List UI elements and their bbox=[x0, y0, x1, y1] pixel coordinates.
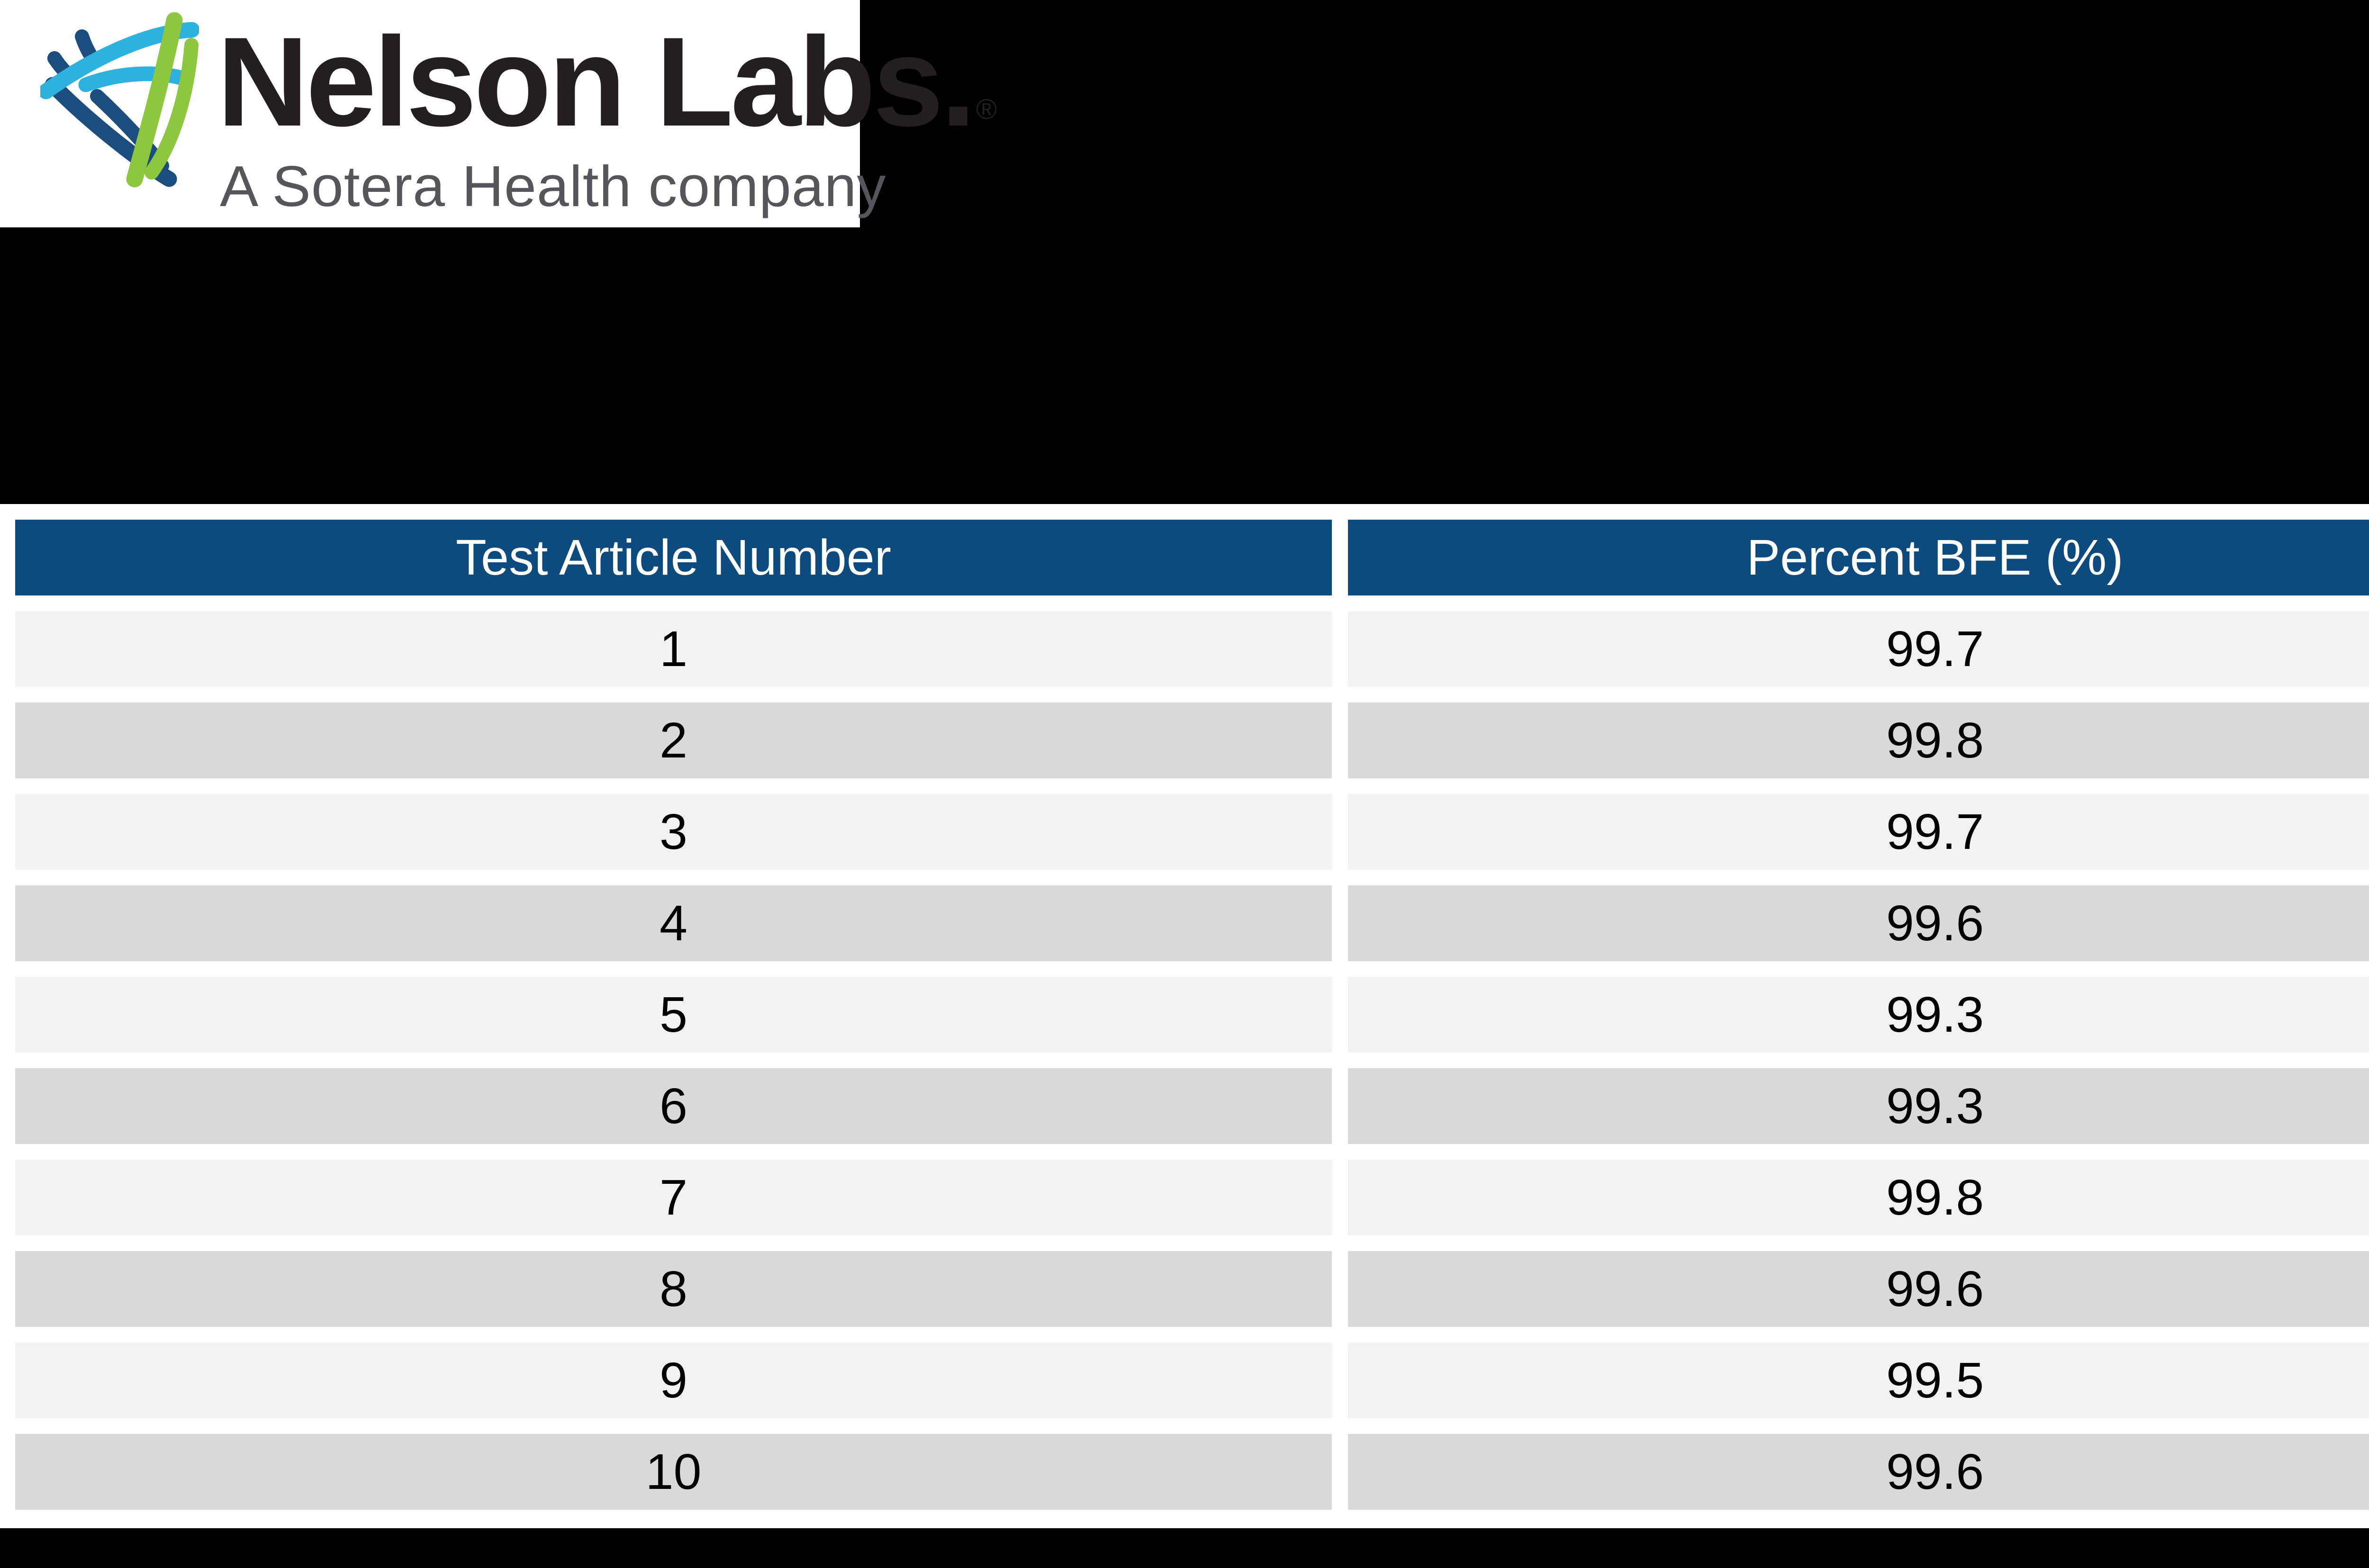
cell-percent-bfe: 99.6 bbox=[1348, 1434, 2369, 1510]
table-row: 6 99.3 bbox=[15, 1068, 2369, 1144]
cell-percent-bfe: 99.8 bbox=[1348, 1160, 2369, 1235]
cell-test-article-number: 7 bbox=[15, 1160, 1332, 1235]
table-row: 8 99.6 bbox=[15, 1251, 2369, 1327]
table-row: 4 99.6 bbox=[15, 885, 2369, 961]
table-row: 2 99.8 bbox=[15, 703, 2369, 778]
cell-percent-bfe: 99.7 bbox=[1348, 611, 2369, 687]
registered-trademark-symbol: ® bbox=[976, 93, 997, 125]
cell-test-article-number: 8 bbox=[15, 1251, 1332, 1327]
cell-test-article-number: 2 bbox=[15, 703, 1332, 778]
column-header-percent-bfe: Percent BFE (%) bbox=[1348, 520, 2369, 595]
table-row: 7 99.8 bbox=[15, 1160, 2369, 1235]
cell-test-article-number: 10 bbox=[15, 1434, 1332, 1510]
table-row: 9 99.5 bbox=[15, 1343, 2369, 1418]
cell-percent-bfe: 99.3 bbox=[1348, 977, 2369, 1053]
cell-test-article-number: 5 bbox=[15, 977, 1332, 1053]
cell-test-article-number: 1 bbox=[15, 611, 1332, 687]
cell-percent-bfe: 99.6 bbox=[1348, 1251, 2369, 1327]
logo-brand-text: Nelson Labs. bbox=[217, 10, 976, 153]
column-header-test-article-number: Test Article Number bbox=[15, 520, 1332, 595]
redacted-region-bottom bbox=[0, 1528, 2369, 1568]
nelson-labs-logo: Nelson Labs. ® A Sotera Health company bbox=[0, 0, 997, 227]
table-header-row: Test Article Number Percent BFE (%) bbox=[15, 520, 2369, 595]
cell-percent-bfe: 99.7 bbox=[1348, 794, 2369, 870]
logo-tagline: A Sotera Health company bbox=[220, 154, 886, 218]
table-row: 10 99.6 bbox=[15, 1434, 2369, 1510]
nelson-labs-icon bbox=[40, 12, 199, 188]
table-row: 5 99.3 bbox=[15, 977, 2369, 1053]
cell-test-article-number: 4 bbox=[15, 885, 1332, 961]
cell-test-article-number: 3 bbox=[15, 794, 1332, 870]
cell-percent-bfe: 99.8 bbox=[1348, 703, 2369, 778]
table-row: 3 99.7 bbox=[15, 794, 2369, 870]
cell-percent-bfe: 99.5 bbox=[1348, 1343, 2369, 1418]
cell-test-article-number: 6 bbox=[15, 1068, 1332, 1144]
logo-wordmark: Nelson Labs. ® bbox=[217, 18, 997, 145]
cell-test-article-number: 9 bbox=[15, 1343, 1332, 1418]
cell-percent-bfe: 99.3 bbox=[1348, 1068, 2369, 1144]
bfe-results-table: Test Article Number Percent BFE (%) 1 99… bbox=[15, 520, 2369, 1525]
table-row: 1 99.7 bbox=[15, 611, 2369, 687]
cell-percent-bfe: 99.6 bbox=[1348, 885, 2369, 961]
